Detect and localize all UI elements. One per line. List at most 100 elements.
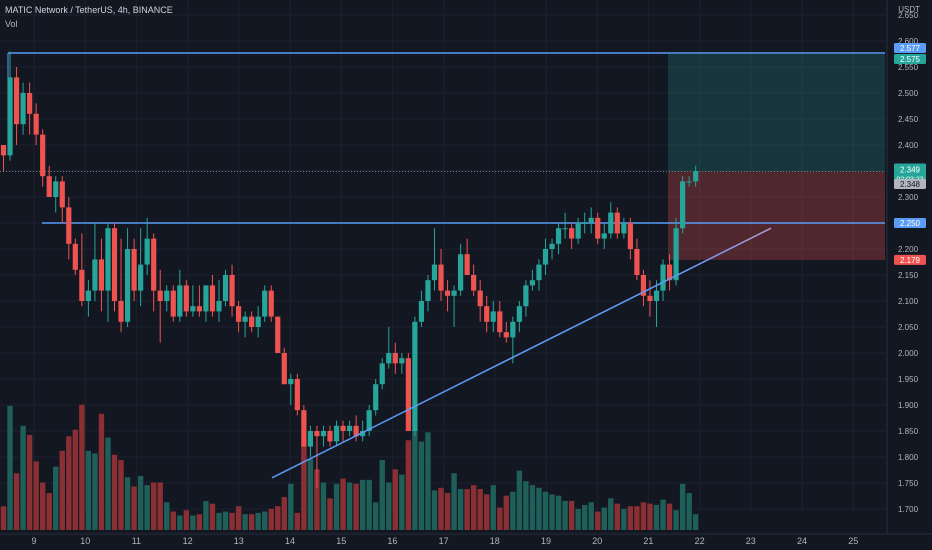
x-tick-label: 18 (490, 536, 500, 546)
volume-bar (85, 450, 92, 530)
price-label-box (894, 42, 926, 53)
candle-body (477, 290, 483, 307)
volume-bar (262, 511, 268, 530)
candle-body (431, 264, 438, 281)
candle-body (281, 353, 287, 385)
symbol-title: MATIC Network / TetherUS, 4h, BINANCE (5, 5, 173, 15)
volume-bar (333, 483, 340, 530)
candle-body (7, 77, 13, 156)
candle-body (353, 425, 359, 437)
volume-bar (111, 454, 118, 530)
volume-bar (79, 404, 85, 530)
candle-body (301, 410, 307, 447)
stop-zone (668, 171, 885, 260)
volume-bar (53, 466, 59, 530)
candle-body (595, 217, 601, 239)
candle-body (601, 233, 607, 239)
volume-bar (33, 461, 39, 530)
volume-bar (346, 482, 353, 530)
candle-body (59, 181, 65, 208)
candle-body (588, 217, 594, 223)
volume-bar (588, 502, 594, 530)
candle-body (412, 321, 418, 431)
volume-bar (248, 514, 255, 530)
volume-bar (581, 504, 588, 530)
candle-body (516, 306, 522, 322)
volume-bar (320, 482, 327, 530)
volume-bar (235, 506, 242, 530)
candle-body (229, 275, 235, 307)
volume-bar (451, 473, 457, 530)
currency-label: USDT (898, 5, 920, 14)
candle-body (196, 306, 202, 312)
y-tick-label: 2.500 (898, 89, 919, 98)
candle-body (0, 145, 7, 156)
candle-body (203, 285, 209, 312)
volume-bar (692, 514, 699, 530)
y-tick-label: 2.400 (898, 141, 919, 150)
volume-bar (340, 478, 346, 530)
candle-body (438, 264, 444, 291)
volume-bar (425, 432, 431, 530)
volume-bar (137, 475, 144, 530)
volume-indicator-label[interactable]: Vol (5, 19, 18, 29)
candle-body (399, 358, 405, 364)
volume-bar (92, 453, 98, 530)
candle-body (275, 316, 281, 353)
volume-bar (0, 506, 7, 530)
volume-bar (595, 511, 601, 530)
volume-bar (536, 487, 542, 530)
y-tick-label: 2.000 (898, 349, 919, 358)
volume-bar (392, 469, 398, 530)
volume-bar (542, 491, 549, 530)
candle-body (85, 290, 91, 301)
candle-body (268, 290, 274, 317)
volume-bar (575, 508, 581, 530)
candle-body (72, 243, 78, 270)
volume-bar (549, 494, 555, 530)
price-label-box (894, 54, 926, 64)
y-tick-label: 2.200 (898, 245, 919, 254)
volume-bar (105, 437, 111, 530)
ascending-trendline (271, 227, 772, 479)
volume-bar (131, 486, 137, 530)
candle-body (608, 212, 614, 234)
volume-bar (608, 498, 614, 530)
volume-bar (150, 482, 157, 530)
candle-body (444, 290, 451, 296)
candle-body (490, 311, 496, 322)
x-tick-label: 22 (695, 536, 705, 546)
candle-body (627, 223, 633, 249)
candle-body (46, 176, 52, 197)
volume-bar (673, 510, 679, 530)
volume-bar (275, 506, 281, 530)
trendline[interactable] (271, 227, 772, 479)
candle-body (164, 290, 170, 301)
price-label: 2.250 (900, 219, 921, 228)
y-tick-label: 1.700 (898, 505, 919, 514)
x-tick-label: 11 (132, 536, 141, 546)
volume-bar (510, 491, 516, 530)
volume-bar (568, 500, 575, 530)
price-axis[interactable]: 2.6502.6002.5502.5002.4502.4002.3502.300… (886, 0, 919, 534)
candle-body (294, 379, 300, 411)
x-tick-label: 21 (643, 536, 653, 546)
volume-bar (124, 477, 131, 530)
volume-bar (457, 489, 464, 530)
time-axis[interactable]: 9 10 11 12 13 14 15 16 17 18 19 20 21 22 23 24 25 (0, 533, 932, 546)
position-zones[interactable] (0, 54, 885, 260)
volume-bar (307, 458, 314, 530)
x-tick-label: 23 (746, 536, 756, 546)
volume-bar (516, 470, 523, 530)
price-label: 2.349 (900, 166, 921, 175)
candle-body (66, 207, 72, 244)
volume-bar (405, 440, 412, 530)
volume-bar (26, 434, 33, 530)
volume-bar (484, 494, 490, 530)
price-label: 2.179 (900, 256, 921, 265)
candle-body (458, 254, 464, 291)
candle-body (503, 332, 509, 338)
candle-body (307, 431, 314, 447)
